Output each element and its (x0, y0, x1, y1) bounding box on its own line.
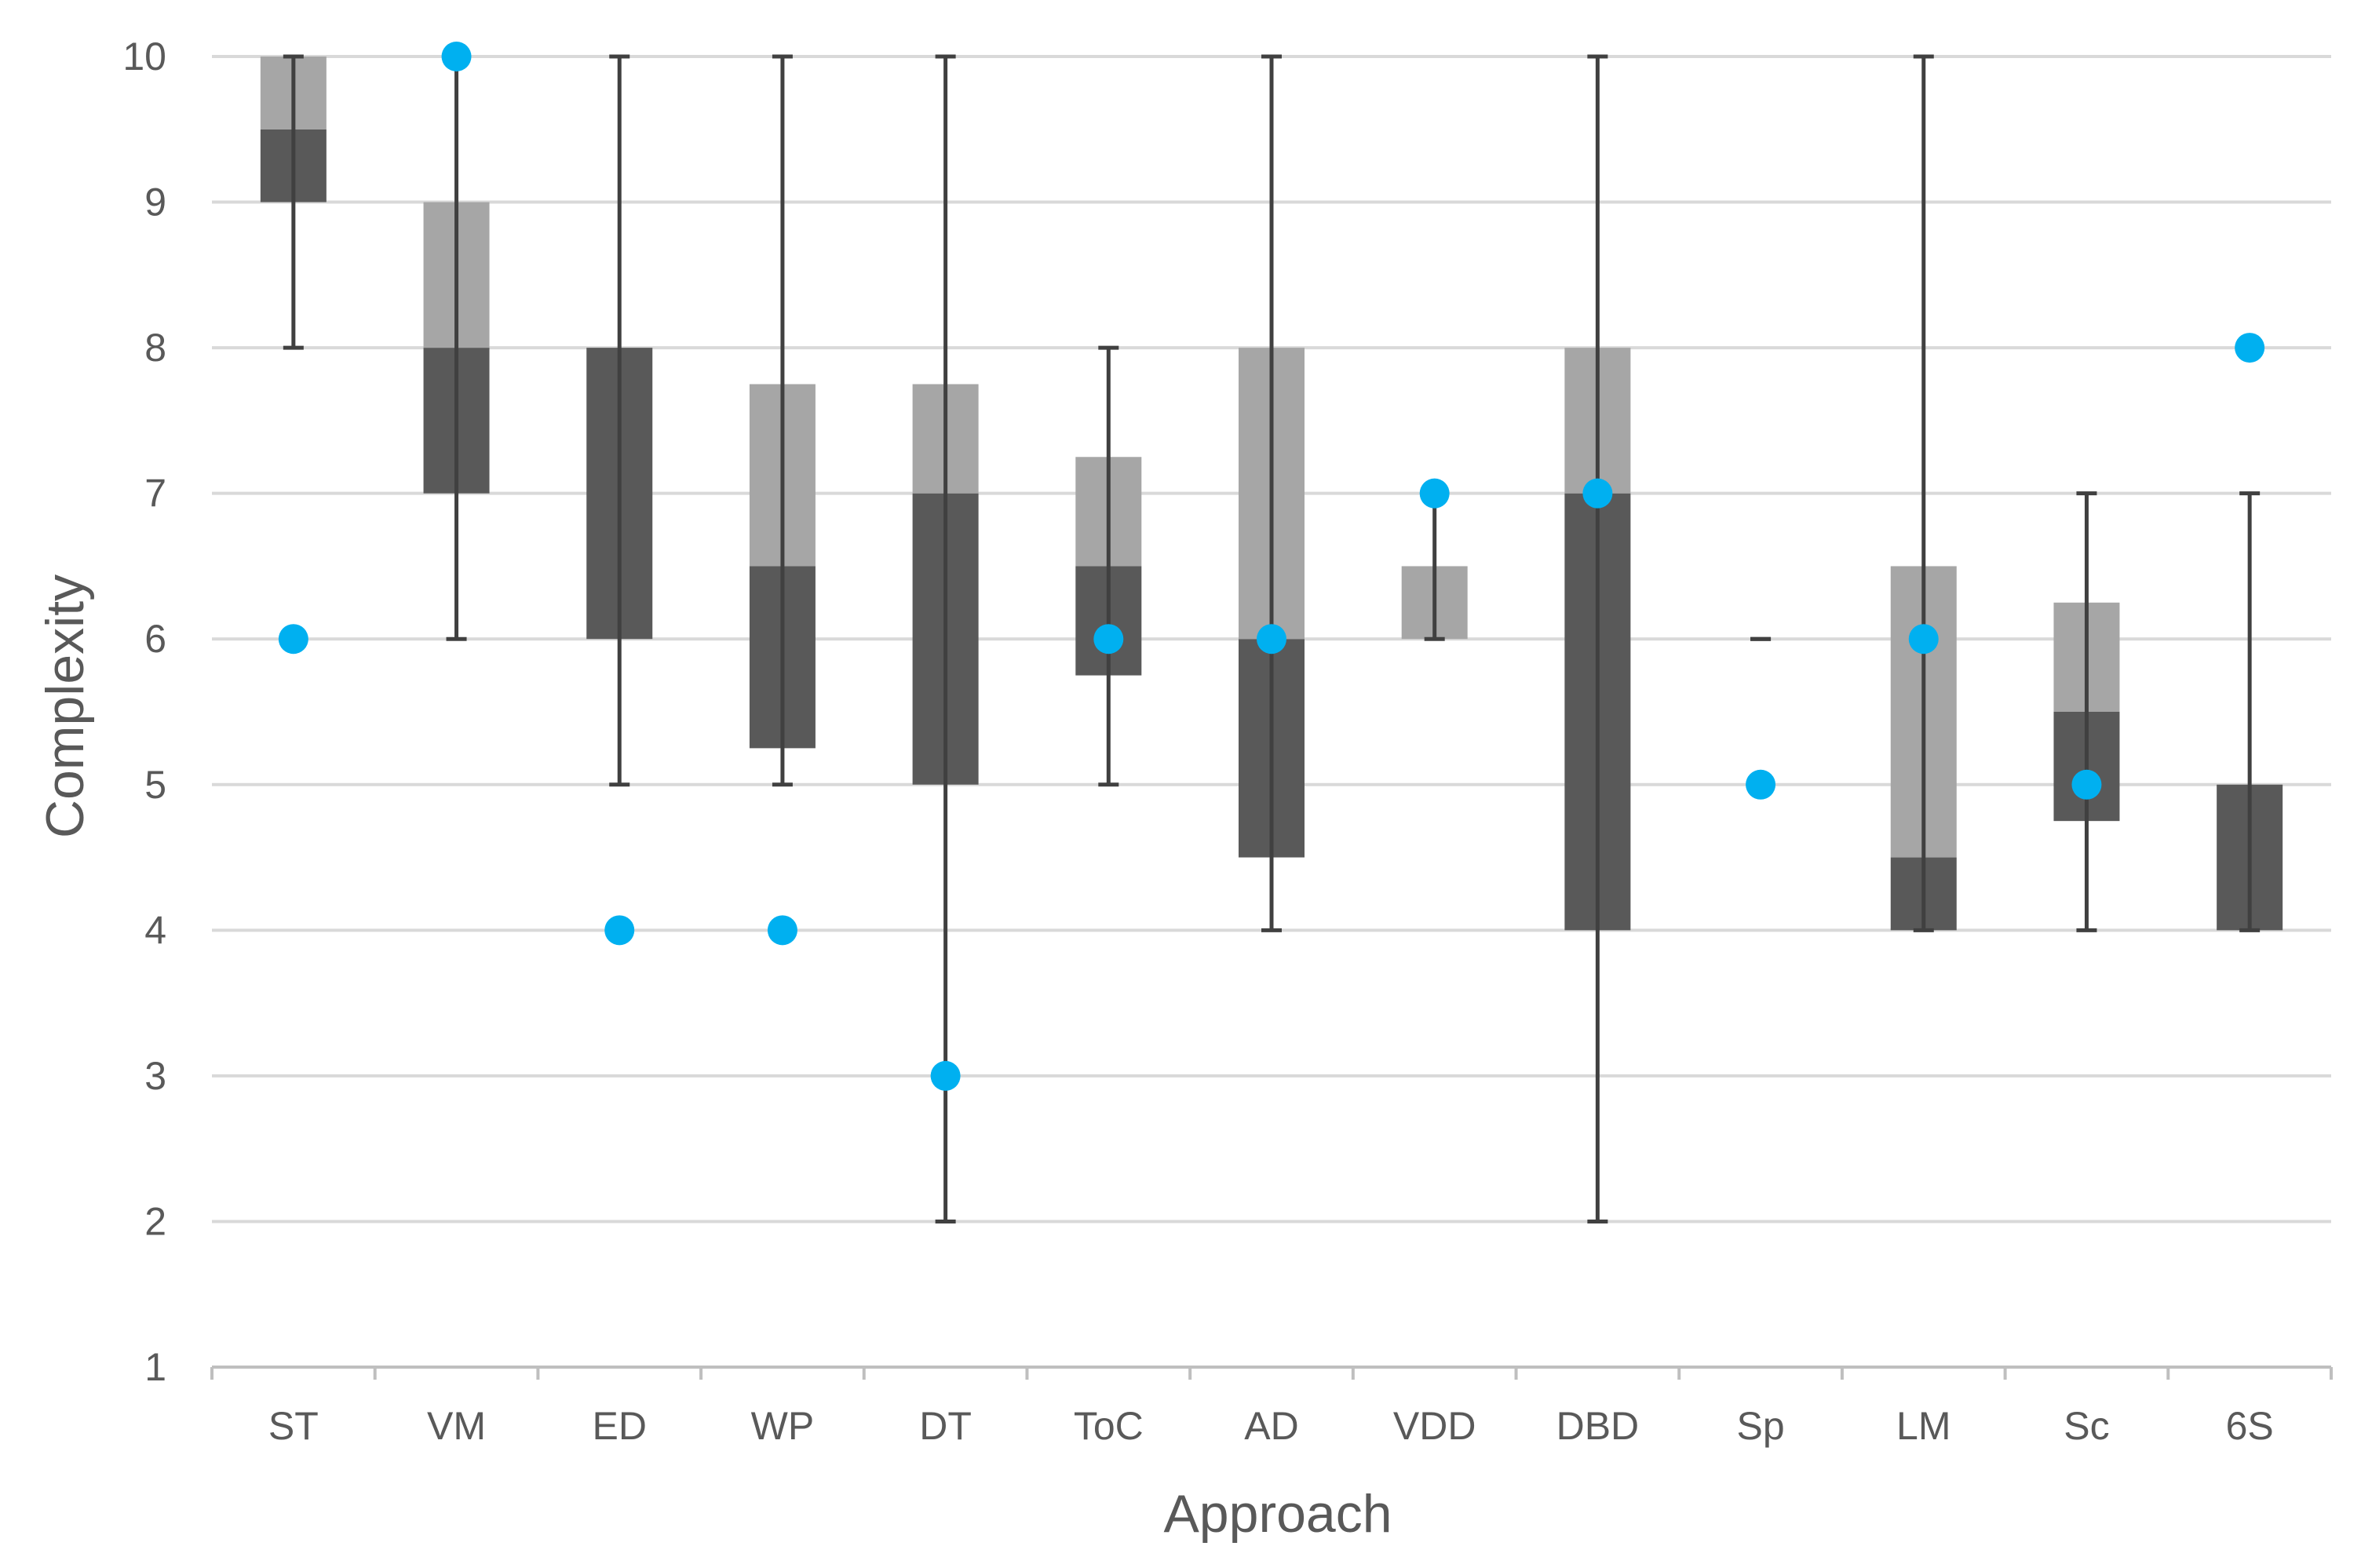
x-tick-label: VDD (1393, 1404, 1476, 1448)
x-tick-label: 6S (2226, 1404, 2274, 1448)
x-tick-label: ST (268, 1404, 319, 1448)
box-vm (423, 54, 490, 641)
y-tick-label: 5 (144, 763, 166, 807)
marker-point (1257, 624, 1286, 655)
marker-point (1746, 769, 1776, 800)
x-tick-label: ToC (1074, 1404, 1144, 1448)
marker-point (1908, 624, 1939, 655)
x-tick-label: ED (592, 1404, 646, 1448)
x-tick-label: Sc (2064, 1404, 2109, 1448)
box-6s (2217, 491, 2283, 932)
marker-point (441, 42, 472, 71)
box-ed (586, 54, 653, 787)
box-ad (1239, 54, 1305, 932)
y-tick-label: 7 (144, 472, 166, 516)
box-toc (1075, 345, 1142, 787)
y-tick-label: 4 (144, 908, 166, 952)
box-dbd (1564, 54, 1631, 1223)
x-axis (210, 1366, 2333, 1380)
y-tick-label: 2 (144, 1199, 166, 1243)
y-tick-label: 3 (144, 1054, 166, 1098)
y-tick-label: 9 (144, 181, 166, 224)
markers (278, 42, 2265, 1091)
box-vdd (1401, 491, 1468, 641)
box-lm (1890, 54, 1957, 932)
marker-point (604, 915, 635, 946)
box-dt (912, 54, 979, 1223)
x-tick-labels: ST VM ED WP DT ToC AD VDD DBD Sp LM Sc 6S (268, 1404, 2274, 1448)
marker-point (1582, 478, 1613, 509)
x-tick-label: DBD (1556, 1404, 1640, 1448)
y-tick-label: 6 (144, 617, 166, 661)
y-axis-title: Complexity (35, 574, 95, 838)
marker-point (767, 915, 797, 946)
x-tick-label: Sp (1736, 1404, 1784, 1448)
box-wp (749, 54, 816, 787)
marker-point (1093, 624, 1124, 655)
marker-point (2071, 769, 2102, 800)
y-tick-label: 10 (122, 35, 166, 78)
x-axis-title: Approach (1163, 1484, 1392, 1544)
box-sc (2053, 491, 2120, 932)
x-tick-label: AD (1244, 1404, 1298, 1448)
y-tick-label: 8 (144, 326, 166, 370)
marker-point (930, 1060, 961, 1091)
marker-point (278, 624, 308, 655)
box-st (260, 54, 327, 350)
y-tick-labels: 1 2 3 4 5 6 7 8 9 10 (122, 35, 166, 1389)
x-tick-label: WP (751, 1404, 815, 1448)
x-tick-label: VM (427, 1404, 486, 1448)
y-tick-label: 1 (144, 1345, 166, 1389)
boxes (260, 54, 2283, 1223)
marker-point (1419, 478, 1450, 509)
x-tick-label: DT (919, 1404, 972, 1448)
x-tick-label: LM (1896, 1404, 1950, 1448)
marker-point (2235, 333, 2265, 363)
